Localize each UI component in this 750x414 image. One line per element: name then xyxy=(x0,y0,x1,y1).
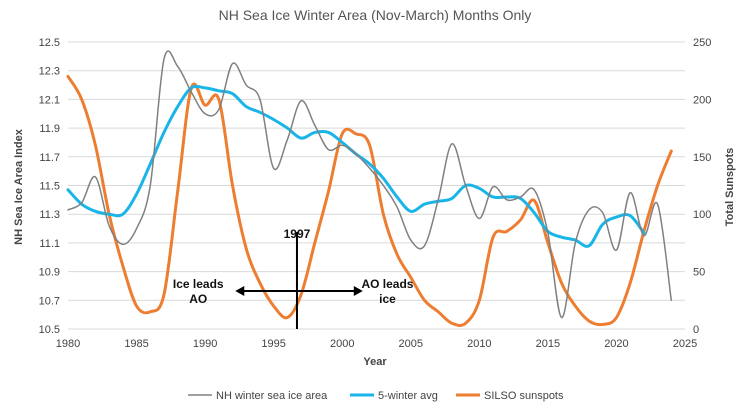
y-tick-label: 12.1 xyxy=(39,94,60,106)
x-axis-title: Year xyxy=(363,356,387,368)
y2-tick-label: 150 xyxy=(693,152,711,164)
y-tick-label: 11.5 xyxy=(39,181,60,193)
y2-tick-label: 0 xyxy=(693,324,699,336)
x-tick-label: 1980 xyxy=(56,338,80,350)
y2-tick-label: 100 xyxy=(693,209,711,221)
legend: NH winter sea ice area 5-winter avg SILS… xyxy=(188,390,564,402)
legend-label-sunspots: SILSO sunspots xyxy=(484,390,564,402)
ice-leads-label: Ice leads xyxy=(173,277,224,291)
y-tick-label: 12.3 xyxy=(39,66,60,78)
arrow-head-left xyxy=(235,286,245,296)
x-tick-label: 1995 xyxy=(261,338,285,350)
chart-title: NH Sea Ice Winter Area (Nov-March) Month… xyxy=(219,7,532,23)
y2-axis-title: Total Sunspots xyxy=(724,148,736,227)
y-tick-label: 10.7 xyxy=(39,295,60,307)
y-axis-title: NH Sea Ice Area Index xyxy=(13,128,25,245)
ice-label: ice xyxy=(379,292,396,306)
y-tick-label: 10.5 xyxy=(39,324,60,336)
ao-label: AO xyxy=(189,292,207,306)
y-tick-label: 11.1 xyxy=(39,238,60,250)
x-tick-label: 2020 xyxy=(604,338,628,350)
x-tick-label: 2010 xyxy=(467,338,491,350)
y2-tick-label: 200 xyxy=(693,94,711,106)
legend-label-sea-ice: NH winter sea ice area xyxy=(216,390,328,402)
x-tick-label: 2025 xyxy=(673,338,697,350)
x-tick-label: 2005 xyxy=(399,338,423,350)
y2-tick-label: 50 xyxy=(693,267,705,279)
legend-label-5-winter-avg: 5-winter avg xyxy=(378,390,438,402)
y-tick-label: 11.9 xyxy=(39,123,60,135)
y-tick-label: 12.5 xyxy=(39,37,60,49)
ao-leads-label: AO leads xyxy=(361,277,413,291)
y-tick-label: 11.7 xyxy=(39,152,60,164)
series-lines xyxy=(66,50,673,327)
arrow-head-right xyxy=(353,286,363,296)
sea-ice-area-line xyxy=(67,50,673,319)
x-tick-label: 1985 xyxy=(124,338,148,350)
year-annotation: 1997 xyxy=(284,227,311,241)
axes: 10.5 10.7 10.9 11.1 11.3 11.5 11.7 11.9 12.1 12.3… xyxy=(39,37,712,350)
y-tick-label: 11.3 xyxy=(39,209,60,221)
x-tick-label: 1990 xyxy=(193,338,217,350)
x-tick-label: 2015 xyxy=(536,338,560,350)
y2-tick-label: 250 xyxy=(693,37,711,49)
x-tick-label: 2000 xyxy=(330,338,354,350)
y-tick-label: 10.9 xyxy=(39,267,60,279)
